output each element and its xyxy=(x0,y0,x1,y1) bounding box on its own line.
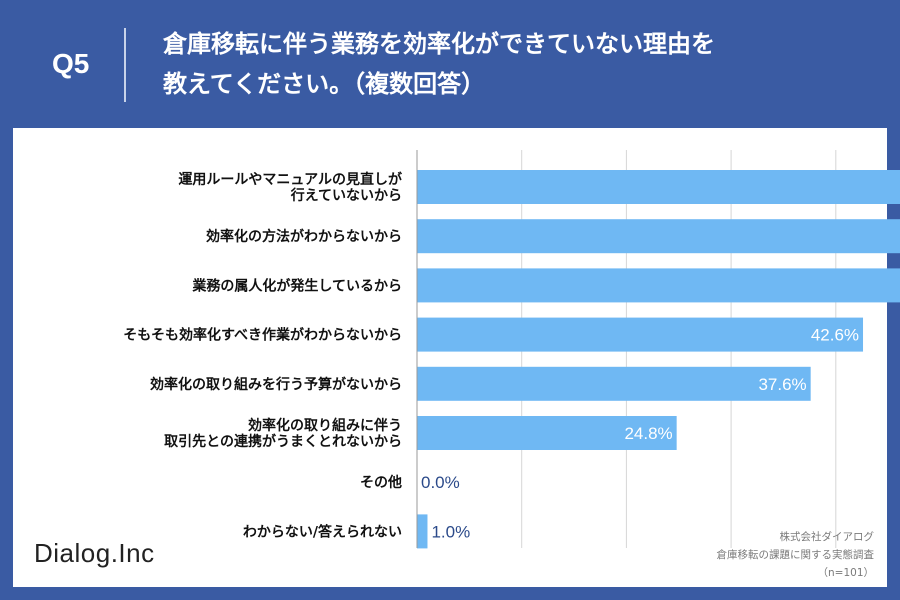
category-label-0-line-0: 運用ルールやマニュアルの見直しが xyxy=(178,171,403,188)
question-number: Q5 xyxy=(52,48,90,79)
category-label-5-line-1: 取引先との連携がうまくとれないから xyxy=(164,433,402,450)
question-title-line-2: 教えてください。（複数回答） xyxy=(163,70,486,98)
bar-1 xyxy=(417,219,900,254)
bar-4 xyxy=(417,366,811,401)
question-title: 倉庫移転に伴う業務を効率化ができていない理由を 教えてください。（複数回答） xyxy=(163,24,863,104)
category-label-6: その他 xyxy=(360,474,402,491)
header-banner: Q5 倉庫移転に伴う業務を効率化ができていない理由を 教えてください。（複数回答… xyxy=(0,0,900,128)
value-label-7: 1.0% xyxy=(431,522,470,541)
bar-5 xyxy=(417,416,677,450)
question-title-line-1: 倉庫移転に伴う業務を効率化ができていない理由を xyxy=(163,30,715,58)
category-label-1: 効率化の方法がわからないから xyxy=(206,228,402,245)
value-label-5: 24.8% xyxy=(624,424,672,443)
header-divider xyxy=(124,28,126,102)
category-label-2: 業務の属人化が発生しているから xyxy=(191,277,402,294)
category-label-4: 効率化の取り組みを行う予算がないから xyxy=(150,376,402,393)
bar-2 xyxy=(417,268,900,303)
value-label-3: 42.6% xyxy=(811,326,859,345)
category-label-0-line-1: 行えていないから xyxy=(290,187,402,204)
category-label-5-line-0: 効率化の取り組みに伴う xyxy=(248,417,402,434)
category-label-7: わからない/答えられない xyxy=(243,523,402,540)
value-label-6: 0.0% xyxy=(421,473,460,492)
survey-credit: 株式会社ダイアログ 倉庫移転の課題に関する実態調査 （n=101） xyxy=(614,528,875,582)
company-logo: Dialog.Inc xyxy=(34,538,155,568)
credit-survey-name: 倉庫移転の課題に関する実態調査 xyxy=(716,549,875,561)
bar-3 xyxy=(417,317,864,352)
chart-panel xyxy=(13,128,887,587)
credit-company: 株式会社ダイアログ xyxy=(779,531,875,543)
credit-sample-size: （n=101） xyxy=(817,567,875,579)
bar-0 xyxy=(417,170,900,204)
value-label-4: 37.6% xyxy=(758,375,806,394)
bar-7 xyxy=(417,514,428,549)
category-label-3: そもそも効率化すべき作業がわからないから xyxy=(123,327,402,344)
